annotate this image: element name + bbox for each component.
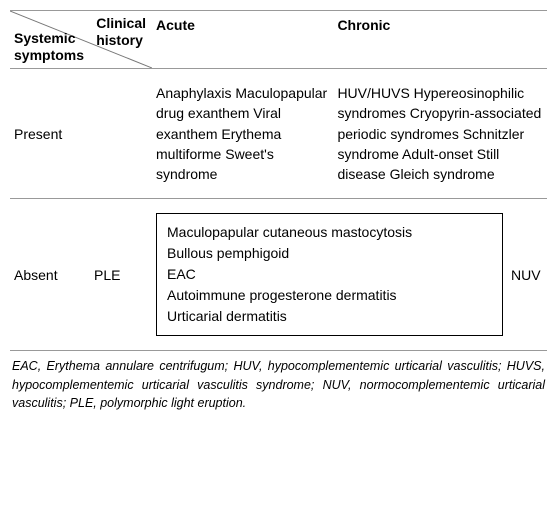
label-absent: Absent (10, 199, 90, 351)
absent-left: PLE (90, 199, 152, 351)
header-acute: Acute (152, 11, 333, 69)
diagonal-header: Clinicalhistory Systemicsymptoms (10, 11, 152, 69)
absent-box-cell: Maculopapular cutaneous mastocytosisBull… (152, 199, 507, 351)
header-row: Clinicalhistory Systemicsymptoms Acute C… (10, 11, 547, 69)
footnote: EAC, Erythema annulare centrifugum; HUV,… (10, 351, 547, 411)
row-present: Present Anaphylaxis Maculopapular drug e… (10, 69, 547, 199)
present-acute: Anaphylaxis Maculopapular drug exanthem … (152, 69, 333, 199)
header-chronic: Chronic (333, 11, 547, 69)
diagnosis-table: Clinicalhistory Systemicsymptoms Acute C… (10, 10, 547, 351)
absent-box: Maculopapular cutaneous mastocytosisBull… (156, 213, 503, 336)
row-absent: Absent PLE Maculopapular cutaneous masto… (10, 199, 547, 351)
present-chronic: HUV/HUVS Hypereosinophilic syndromes Cry… (333, 69, 547, 199)
absent-right: NUV (507, 199, 547, 351)
header-systemic-symptoms: Systemicsymptoms (14, 30, 84, 64)
label-present: Present (10, 69, 152, 199)
header-clinical-history: Clinicalhistory (96, 15, 146, 49)
